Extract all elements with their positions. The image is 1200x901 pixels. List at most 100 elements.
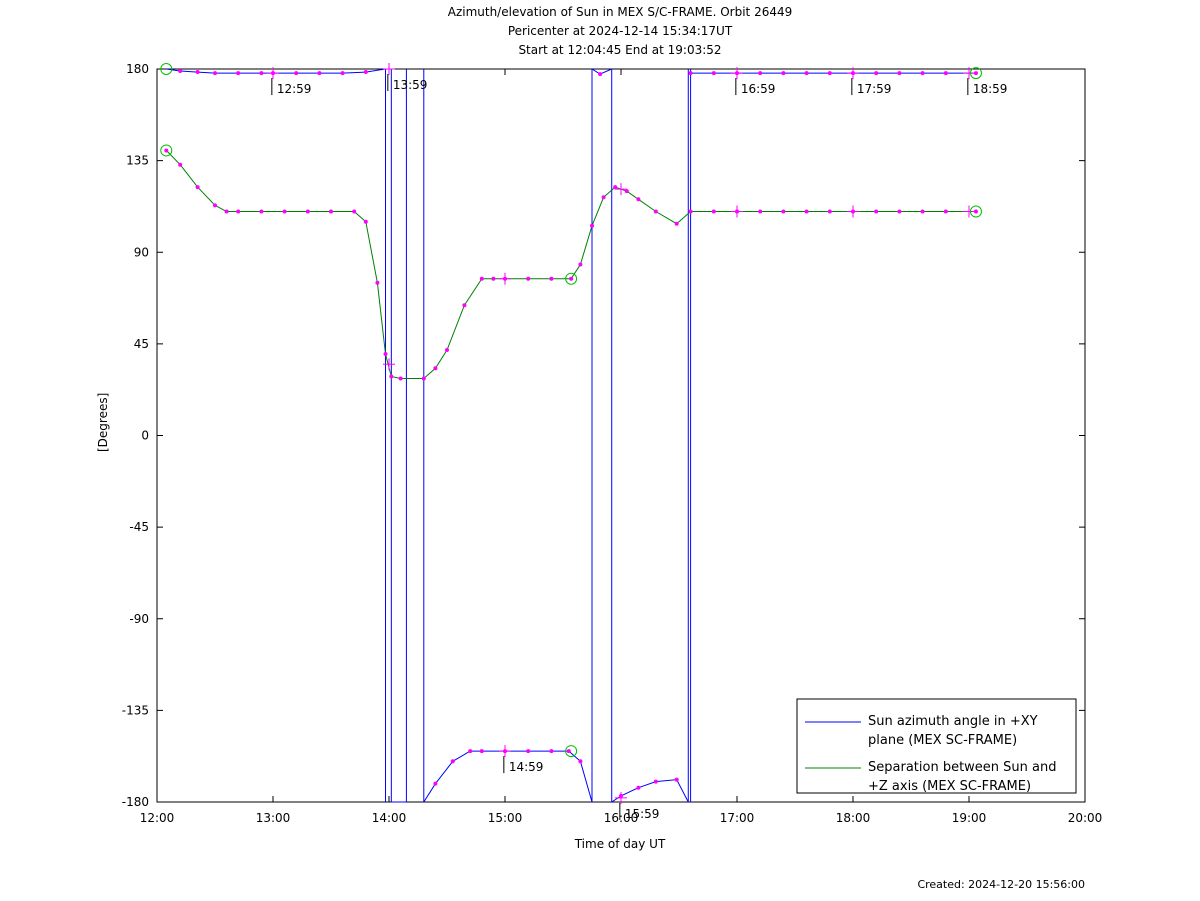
data-point <box>294 71 299 76</box>
data-point <box>943 71 948 76</box>
data-point <box>352 209 357 214</box>
azimuth-series-line <box>611 779 689 803</box>
event-circle-marker <box>565 272 578 285</box>
x-tick-label: 20:00 <box>1068 811 1103 825</box>
x-tick-label: 17:00 <box>720 811 755 825</box>
x-tick-label: 18:00 <box>836 811 871 825</box>
data-point <box>195 185 200 190</box>
hour-cross-marker <box>267 67 279 80</box>
data-point <box>526 276 531 281</box>
data-point <box>363 70 368 75</box>
y-axis-label: [Degrees] <box>96 392 110 452</box>
hour-cross-marker <box>383 63 395 75</box>
data-point <box>590 223 594 228</box>
chart-subtitle-start-end: Start at 12:04:45 End at 19:03:52 <box>518 43 722 57</box>
separation-series-line <box>165 150 976 379</box>
data-point <box>398 376 403 381</box>
data-point <box>827 71 832 76</box>
data-point <box>711 209 716 214</box>
data-point <box>375 280 380 285</box>
x-axis-label: Time of day UT <box>574 837 666 851</box>
data-point <box>598 72 603 77</box>
data-point <box>674 221 679 226</box>
data-point <box>674 777 679 782</box>
hour-cross-marker <box>383 358 395 371</box>
data-point <box>781 71 786 76</box>
data-point <box>711 71 716 76</box>
markers-layer <box>160 63 982 804</box>
data-point <box>897 71 902 76</box>
event-circle-marker <box>969 67 982 80</box>
data-point <box>178 162 183 167</box>
data-point <box>653 209 658 214</box>
x-tick-label: 15:00 <box>488 811 523 825</box>
data-point <box>195 70 200 75</box>
data-point <box>445 347 449 352</box>
x-tick-label: 19:00 <box>952 811 987 825</box>
created-timestamp: Created: 2024-12-20 15:56:00 <box>917 878 1085 891</box>
data-point <box>462 303 467 308</box>
data-point <box>491 276 496 281</box>
data-point <box>636 785 641 790</box>
chart-subtitle-pericenter: Pericenter at 2024-12-14 15:34:17UT <box>507 24 733 38</box>
data-point <box>943 209 948 214</box>
annotation-label: 18:59 <box>973 82 1008 96</box>
y-tick-label: 135 <box>126 154 149 168</box>
y-tick-label: -45 <box>129 520 149 534</box>
data-point <box>613 185 618 190</box>
data-point <box>433 781 438 786</box>
data-point <box>897 209 902 214</box>
azimuth-series-line <box>423 750 593 803</box>
legend-entry-label: Separation between Sun and <box>868 760 1056 775</box>
legend: Sun azimuth angle in +XY plane (MEX SC-FR… <box>796 698 1077 794</box>
data-point <box>329 209 333 214</box>
data-point <box>578 759 583 764</box>
event-circle-marker <box>565 745 578 758</box>
data-point <box>421 376 426 381</box>
plot-area-frame <box>156 68 1086 803</box>
y-tick-label: 0 <box>141 429 149 443</box>
hour-cross-marker <box>615 183 627 196</box>
data-point <box>688 209 693 214</box>
data-point <box>874 209 879 214</box>
data-point <box>213 71 217 76</box>
annotation-label: 16:59 <box>741 82 776 96</box>
data-point <box>317 71 322 76</box>
data-point <box>758 209 763 214</box>
x-tick-label: 16:00 <box>604 811 639 825</box>
data-point <box>340 71 345 76</box>
x-tick-label: 12:00 <box>140 811 175 825</box>
data-point <box>479 749 484 754</box>
series-layer <box>165 68 976 803</box>
y-tick-label: -180 <box>122 795 149 809</box>
hour-cross-marker <box>963 205 975 218</box>
x-tick-label: 13:00 <box>256 811 291 825</box>
data-point <box>164 148 169 153</box>
data-point <box>479 276 484 281</box>
data-point <box>827 209 832 214</box>
hour-cross-marker <box>731 205 743 218</box>
data-point <box>433 366 438 371</box>
data-point <box>920 209 925 214</box>
data-point <box>973 209 978 214</box>
data-point <box>363 219 368 224</box>
data-point <box>920 71 925 76</box>
annotation-label: 15:59 <box>625 807 660 821</box>
event-circle-marker <box>160 144 173 157</box>
y-tick-label: 45 <box>134 337 149 351</box>
hour-cross-marker <box>847 67 859 80</box>
data-point <box>305 209 310 214</box>
y-tick-label: -135 <box>122 703 149 717</box>
data-point <box>383 352 388 357</box>
hour-cross-marker <box>731 67 743 80</box>
annotation-label: 12:59 <box>277 82 312 96</box>
data-point <box>758 71 763 76</box>
annotation-label: 17:59 <box>857 82 892 96</box>
data-point <box>624 189 629 194</box>
event-circle-marker <box>160 63 173 75</box>
hour-cross-marker <box>499 272 511 285</box>
data-point <box>236 209 241 214</box>
data-point <box>781 209 786 214</box>
data-point <box>569 276 574 281</box>
data-point <box>468 749 473 754</box>
